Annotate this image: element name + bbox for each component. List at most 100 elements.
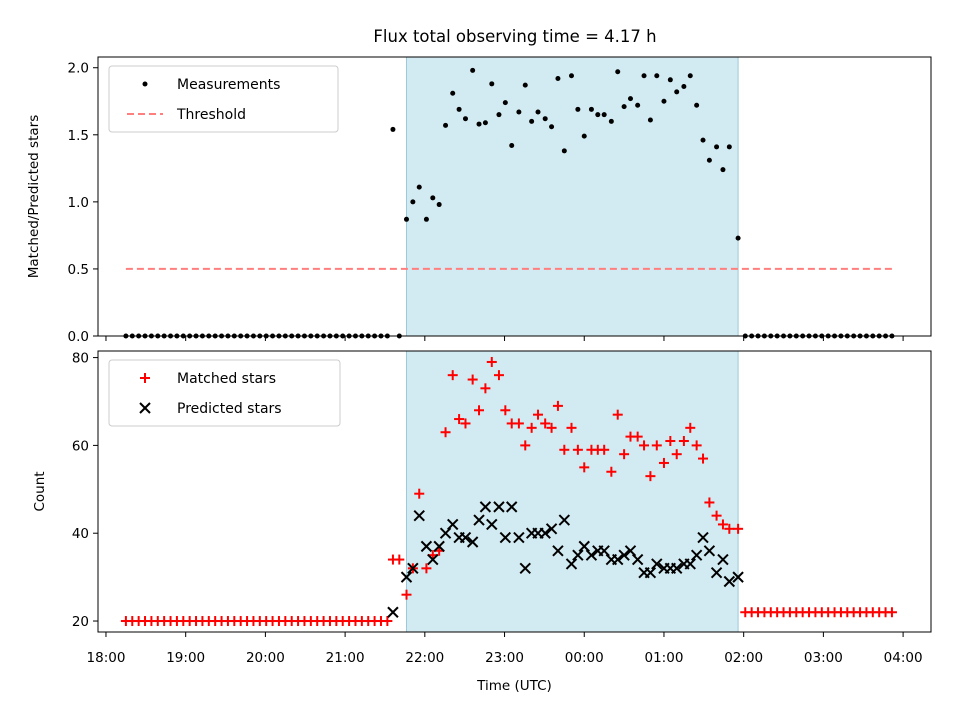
predicted-star-point — [684, 558, 696, 570]
predicted-star-point — [690, 549, 703, 561]
predicted-star-point — [697, 531, 709, 544]
x-diag-b — [519, 562, 531, 575]
x-diag-b — [644, 567, 657, 579]
measurement-point — [706, 157, 712, 163]
predicted-star-point — [710, 567, 723, 579]
measurement-point — [482, 120, 488, 126]
x-diag-b — [479, 501, 492, 513]
legend-entry: Predicted stars — [139, 401, 282, 417]
legend-entry: Threshold — [127, 107, 246, 123]
bottom-observing-window — [406, 351, 739, 632]
y-tick-label: 0.0 — [68, 329, 89, 345]
matched-star-point — [440, 427, 451, 438]
top-observing-window — [406, 57, 739, 336]
x-diag-b — [513, 531, 525, 544]
y-tick-label: 1.5 — [68, 128, 89, 144]
x-diag-b — [506, 501, 518, 513]
predicted-star-point — [499, 531, 512, 544]
matched-star-point — [724, 523, 735, 534]
x-diag-b — [697, 531, 709, 544]
x-diag-b — [447, 518, 459, 531]
measurement-point — [621, 104, 627, 110]
x-tick-label: 03:00 — [804, 650, 843, 666]
x-tick-label: 01:00 — [645, 650, 684, 666]
matched-star-point — [671, 449, 682, 460]
measurement-point — [581, 133, 587, 139]
measurement-point — [456, 106, 462, 112]
predicted-star-point — [618, 549, 630, 561]
x-diag-b — [565, 558, 578, 570]
predicted-star-point — [407, 562, 419, 575]
matched-star-point — [401, 589, 412, 600]
y-tick-label: 1.0 — [68, 195, 89, 211]
matched-star-point — [467, 374, 478, 385]
measurement-point — [735, 235, 741, 241]
measurement-point — [516, 109, 522, 115]
predicted-star-point — [717, 553, 729, 566]
legend-label: Threshold — [176, 107, 246, 123]
matched-star-point — [599, 444, 610, 455]
bottom-y-axis-label: Count — [32, 471, 48, 511]
predicted-star-point — [552, 545, 564, 557]
predicted-star-point — [479, 501, 492, 513]
x-diag-b — [703, 545, 716, 557]
matched-star-point — [480, 383, 491, 394]
predicted-star-point — [400, 571, 413, 583]
measurement-point — [575, 106, 581, 112]
predicted-star-point — [578, 540, 590, 553]
matched-star-point — [619, 449, 630, 460]
measurement-point — [403, 216, 409, 222]
measurement-point — [423, 216, 429, 222]
measurement-point — [595, 112, 601, 118]
predicted-star-point — [565, 558, 578, 570]
y-tick-label: 0.5 — [68, 262, 89, 278]
x-tick-label: 20:00 — [246, 650, 285, 666]
x-diag-b — [572, 549, 584, 561]
predicted-star-point — [473, 514, 485, 526]
predicted-star-point — [732, 571, 744, 583]
bottom-plot-marks — [120, 351, 897, 632]
x-diag-b — [459, 531, 472, 544]
measurement-point — [462, 116, 468, 122]
measurement-point — [635, 102, 641, 108]
predicted-star-point — [539, 527, 551, 539]
measurement-point — [641, 73, 647, 79]
legend-box — [108, 359, 341, 427]
predicted-star-point — [624, 545, 637, 557]
matched-star-point — [460, 418, 471, 429]
measurement-point — [522, 82, 528, 88]
legend-x-b — [139, 402, 151, 414]
measurement-point — [496, 112, 502, 118]
predicted-star-point — [427, 553, 439, 566]
measurement-point — [509, 143, 515, 149]
x-diag-b — [612, 553, 624, 566]
legend-entry: Measurements — [142, 77, 280, 93]
matched-star-point — [526, 422, 537, 433]
predicted-star-point — [486, 518, 498, 531]
matched-star-point — [513, 418, 524, 429]
x-diag-b — [400, 571, 413, 583]
measurement-point — [681, 84, 687, 90]
top-x-axis-ticks — [105, 336, 904, 341]
bottom-x-axis-ticks: 18:00 19:00 20:00 21:00 22:00 23:00 00:00 01:00… — [87, 632, 923, 666]
x-diag-b — [420, 540, 433, 553]
matched-star-point — [533, 409, 544, 420]
x-diag-b — [618, 549, 630, 561]
predicted-star-point — [506, 501, 518, 513]
top-legend: Measurements Threshold — [108, 65, 339, 133]
legend-label: Matched stars — [177, 371, 276, 387]
y-tick-label: 60 — [72, 438, 89, 454]
x-diag-b — [433, 540, 445, 553]
x-diag-b — [578, 540, 590, 553]
x-diag-b — [684, 558, 696, 570]
x-diag-b — [407, 562, 419, 575]
measurement-point — [416, 184, 422, 190]
top-panel-ratio: 0.00.51.01.52.0 Matched/Predicted stars … — [26, 56, 932, 345]
x-diag-b — [539, 527, 551, 539]
measurement-point — [726, 144, 732, 150]
measurement-point — [661, 98, 667, 104]
bottom-axes-frame — [97, 350, 932, 633]
x-diag-b — [545, 523, 558, 535]
measurement-point — [476, 121, 482, 127]
matched-star-point — [579, 462, 590, 473]
